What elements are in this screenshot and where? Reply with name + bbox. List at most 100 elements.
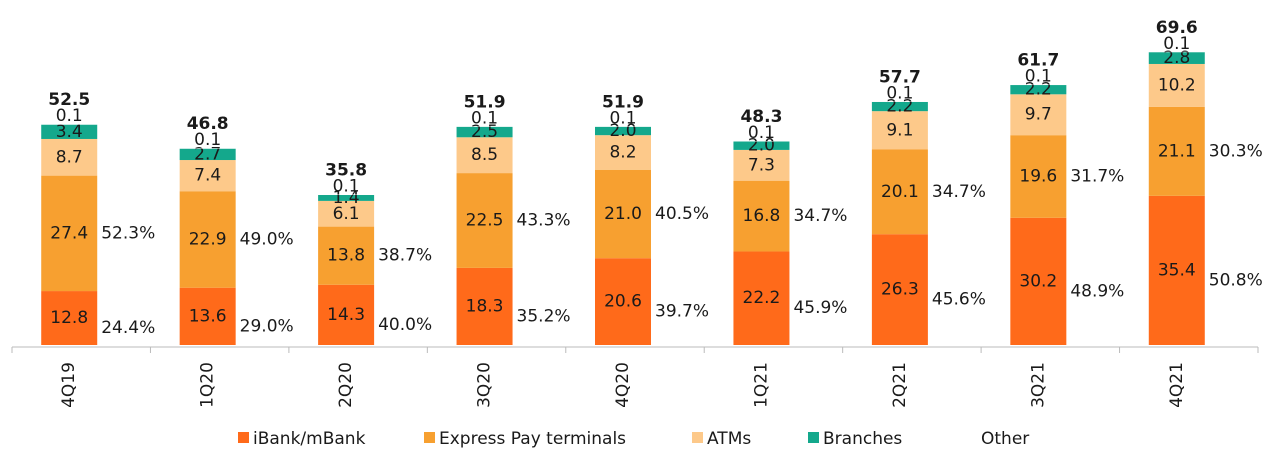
bar-segment [733,149,790,181]
legend-swatch [966,432,977,443]
x-tick-label: 4Q21 [1167,362,1187,408]
share-label: 43.3% [517,210,571,230]
data-label: 27.4 [50,223,88,243]
total-label: 46.8 [187,114,229,134]
total-label: 52.5 [48,90,90,110]
data-label: 13.6 [189,306,227,326]
total-label: 51.9 [602,92,644,112]
data-label: 0.1 [1163,34,1190,54]
data-label: 0.1 [194,130,221,150]
x-tick-label: 4Q20 [613,362,633,408]
data-label: 0.1 [333,177,360,197]
x-tick-label: 1Q20 [198,362,218,408]
bar-segment [179,160,236,192]
data-label: 0.1 [471,108,498,128]
data-label: 2.0 [748,136,775,156]
legend-swatch [808,432,819,443]
data-label: 9.7 [1025,105,1052,125]
data-label: 13.8 [327,246,365,266]
bar-segment [1010,85,1067,95]
data-label: 8.5 [471,145,498,165]
data-label: 2.8 [1163,48,1190,68]
data-label: 21.0 [604,204,642,224]
share-label: 40.0% [378,315,432,335]
data-label: 7.3 [748,155,775,175]
bar-segment [41,124,98,139]
bar-segment [456,173,513,268]
share-label: 50.8% [1209,270,1263,290]
x-tick-label: 4Q19 [59,362,79,408]
bar-segment [1010,217,1067,345]
bar-segment [871,111,928,150]
data-label: 0.1 [609,108,636,128]
bar-segment [1010,135,1067,218]
share-label: 35.2% [517,306,571,326]
legend-label: Express Pay terminals [439,429,626,449]
share-label: 48.9% [1070,281,1124,301]
bar-segment [871,101,928,112]
legend-swatch [424,432,435,443]
data-label: 0.1 [56,106,83,126]
bar-segment [1148,106,1205,196]
data-label: 8.7 [56,147,83,167]
share-label: 24.4% [101,318,155,338]
bar-segment [318,226,375,285]
bar-segment [733,141,790,150]
bar-segment [595,169,651,259]
data-label: 20.6 [604,292,642,312]
total-label: 35.8 [325,161,367,181]
total-label: 57.7 [879,67,921,87]
data-label: 9.1 [886,120,913,140]
bar-segment [871,234,928,345]
bar-segment [41,291,98,345]
legend-label: Branches [823,429,902,449]
data-label: 0.1 [1025,67,1052,87]
share-label: 38.7% [378,246,432,266]
legend-swatch [238,432,249,443]
data-label: 6.1 [333,204,360,224]
share-label: 34.7% [793,206,847,226]
bar-segment [456,267,513,345]
data-label: 21.1 [1158,141,1196,161]
data-label: 35.4 [1158,260,1196,280]
data-label: 26.3 [881,280,919,300]
legend-swatch [692,432,703,443]
total-label: 69.6 [1156,18,1198,38]
share-label: 30.3% [1209,141,1263,161]
bar-segment [871,149,928,235]
data-label: 10.2 [1158,75,1196,95]
share-label: 39.7% [655,302,709,322]
bar-segment [179,287,236,345]
data-label: 1.4 [333,188,360,208]
legend-label: ATMs [707,429,751,449]
total-label: 61.7 [1017,51,1059,71]
bar-segment [179,148,236,161]
data-label: 18.3 [466,296,504,316]
x-tick-label: 2Q20 [336,362,356,408]
data-label: 2.5 [471,122,498,142]
total-label: 48.3 [740,107,782,127]
bar-segment [733,180,790,252]
x-tick-label: 1Q21 [751,362,771,408]
bar-segment [595,126,651,136]
bar-segment [1148,63,1205,107]
bar-segment [41,175,98,292]
bar-segment [1148,52,1205,64]
share-label: 34.7% [932,182,986,202]
bar-segment [456,137,513,174]
data-label: 7.4 [194,166,221,186]
x-tick-label: 2Q21 [890,362,910,408]
data-label: 22.2 [743,288,781,308]
data-label: 2.0 [609,121,636,141]
bar-segment [1010,94,1067,136]
bar-segment [41,138,98,176]
share-label: 40.5% [655,204,709,224]
x-tick-label: 3Q20 [475,362,495,408]
share-label: 45.9% [793,298,847,318]
data-label: 12.8 [50,308,88,328]
data-label: 20.1 [881,182,919,202]
bar-segment [318,195,375,201]
data-label: 22.9 [189,229,227,249]
bar-segment [595,135,651,170]
